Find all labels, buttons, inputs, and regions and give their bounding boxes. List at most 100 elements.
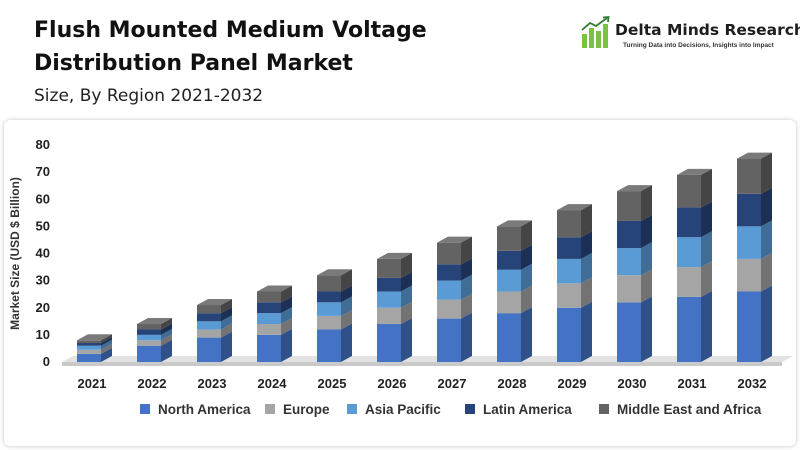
bar-segment	[557, 277, 592, 308]
legend-swatch	[347, 404, 357, 414]
y-tick-label: 20	[36, 300, 50, 315]
x-tick-label: 2028	[498, 376, 527, 391]
bar-segment	[437, 236, 472, 265]
x-tick-label: 2024	[258, 376, 288, 391]
bar-segment	[677, 261, 712, 297]
bar-segment	[617, 214, 652, 249]
bar-segment	[377, 252, 412, 278]
bar-segment	[197, 307, 232, 322]
bar-segment	[377, 285, 412, 308]
bar-segment	[737, 152, 772, 194]
bar-segment	[197, 323, 232, 338]
bar-segment	[197, 299, 232, 314]
x-tick-label: 2032	[738, 376, 767, 391]
bar-segment	[497, 244, 532, 270]
legend-item: North America	[140, 402, 251, 417]
bar-segment	[737, 187, 772, 227]
bar-segment	[197, 315, 232, 330]
bar-segment	[377, 301, 412, 325]
bar-segment	[497, 285, 532, 314]
y-tick-label: 30	[36, 273, 50, 288]
legend-label: Middle East and Africa	[617, 402, 762, 417]
x-tick-label: 2026	[378, 376, 407, 391]
x-tick-label: 2030	[618, 376, 647, 391]
bar-stack-2023	[197, 299, 232, 362]
bar-segment	[317, 296, 352, 316]
legend-item: Europe	[265, 402, 330, 417]
bar-segment	[377, 318, 412, 362]
y-tick-label: 50	[36, 218, 50, 233]
chart-subtitle: Size, By Region 2021-2032	[34, 86, 264, 106]
x-tick-label: 2022	[138, 376, 167, 391]
x-tick-label: 2029	[558, 376, 587, 391]
bar-segment	[317, 285, 352, 303]
bar-stack-2026	[377, 252, 412, 362]
legend-swatch	[140, 404, 150, 414]
bar-segment	[677, 201, 712, 238]
bar-segment	[557, 231, 592, 259]
legend-label: North America	[158, 402, 251, 417]
bar-segment	[257, 307, 292, 325]
x-tick-label: 2027	[438, 376, 467, 391]
bar-segment	[737, 220, 772, 259]
bar-segment	[557, 252, 592, 284]
legend-item: Asia Pacific	[347, 402, 441, 417]
bar-segment	[617, 269, 652, 303]
y-tick-label: 70	[36, 164, 50, 179]
legend-item: Latin America	[465, 402, 572, 417]
bar-segment	[77, 339, 112, 350]
bar-stack-2031	[677, 168, 712, 362]
logo-name: Delta Minds Research	[615, 21, 800, 39]
bar-segment	[677, 290, 712, 362]
y-tick-label: 80	[36, 137, 50, 152]
bar-segment	[257, 328, 292, 362]
y-tick-label: 0	[43, 354, 50, 369]
bar-segment	[257, 285, 292, 303]
bar-segment	[497, 220, 532, 251]
bar-segment	[137, 318, 172, 330]
bar-segment	[257, 318, 292, 335]
bar-stack-2024	[257, 285, 292, 362]
bar-segment	[677, 231, 712, 268]
bar-segment	[197, 331, 232, 362]
bar-segment	[617, 296, 652, 362]
bar-stack-2027	[437, 236, 472, 362]
bar-segment	[737, 285, 772, 362]
bar-segment	[137, 339, 172, 362]
legend-label: Asia Pacific	[365, 402, 441, 417]
y-tick-label: 60	[36, 191, 50, 206]
bar-stack-2029	[557, 204, 592, 362]
bar-segment	[137, 334, 172, 346]
bar-segment	[497, 263, 532, 292]
bar-segment	[257, 296, 292, 314]
bar-stack-2032	[737, 152, 772, 362]
x-tick-label: 2021	[78, 376, 107, 391]
brand-logo: Delta Minds Research Turning Data into D…	[580, 16, 800, 58]
x-tick-label: 2031	[678, 376, 707, 391]
bar-segment	[77, 337, 112, 346]
legend-swatch	[599, 404, 609, 414]
bar-segment	[317, 309, 352, 330]
bar-segment	[557, 301, 592, 362]
bar-stack-2028	[497, 220, 532, 362]
bar-segment	[137, 328, 172, 341]
bar-segment	[437, 293, 472, 319]
bar-segment	[737, 252, 772, 292]
bar-segment	[317, 269, 352, 292]
chart-title: Flush Mounted Medium Voltage Distributio…	[34, 18, 427, 76]
chart-floor	[62, 356, 793, 362]
bar-segment	[377, 271, 412, 292]
x-tick-label: 2025	[318, 376, 347, 391]
x-tick-label: 2023	[198, 376, 227, 391]
bar-segment	[317, 323, 352, 362]
bar-segment	[77, 347, 112, 362]
y-tick-label: 10	[36, 327, 50, 342]
bar-stack-2030	[617, 185, 652, 362]
y-tick-label: 40	[36, 246, 50, 261]
bar-segment	[677, 168, 712, 208]
bar-segment	[437, 312, 472, 362]
bar-segment	[497, 307, 532, 362]
bar-segment	[617, 185, 652, 221]
bar-stack-2021	[77, 334, 112, 362]
bar-segment	[617, 242, 652, 276]
